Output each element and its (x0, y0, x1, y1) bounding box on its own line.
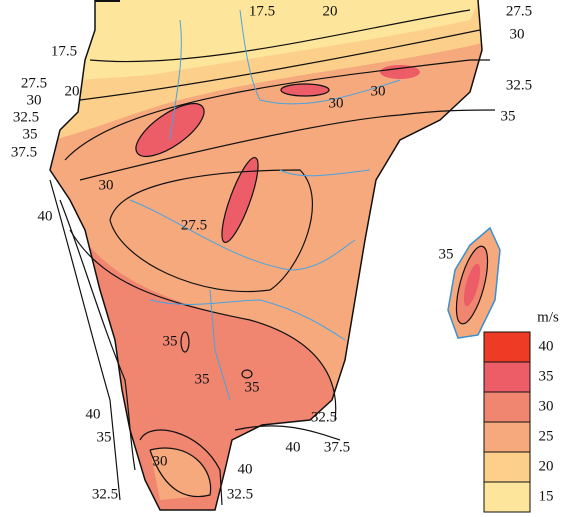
contour-label: 40 (38, 208, 53, 224)
contours (49, 9, 496, 506)
contour-label: 37.5 (11, 144, 37, 160)
legend-unit: m/s (537, 309, 559, 325)
coastline (49, 0, 501, 511)
rivers (129, 9, 401, 401)
contour-label: 30 (99, 177, 114, 193)
contour-label: 32.5 (92, 486, 118, 502)
contour-label: 27.5 (506, 3, 532, 19)
legend-swatch (483, 361, 531, 393)
legend-label: 15 (539, 488, 554, 504)
contour-label: 35 (501, 108, 516, 124)
contour-label: 32.5 (227, 486, 253, 502)
contour-label: 40 (86, 406, 101, 422)
contour-label: 30 (510, 26, 525, 42)
contour-label: 37.5 (324, 439, 350, 455)
contour-label: 35 (439, 246, 454, 262)
contour-label: 32.5 (506, 77, 532, 93)
contour-label: 35 (23, 126, 38, 142)
legend-swatch (483, 331, 531, 363)
legend-label: 30 (539, 398, 554, 414)
legend-swatch (483, 391, 531, 423)
contour-label: 30 (371, 83, 386, 99)
contour-label: 40 (238, 461, 253, 477)
legend-label: 25 (539, 428, 554, 444)
legend-swatch (483, 421, 531, 453)
contour-label: 35 (163, 333, 178, 349)
contour-label: 30 (27, 92, 42, 108)
legend-swatch (483, 481, 531, 513)
contour-label: 32.5 (311, 409, 337, 425)
contour-label: 27.5 (21, 75, 47, 91)
contour-label: 17.5 (51, 43, 77, 59)
contour-label: 27.5 (181, 217, 207, 233)
legend-label: 20 (539, 458, 554, 474)
contour-label: 35 (245, 379, 260, 395)
contour-label: 20 (323, 3, 338, 19)
contour-label: 17.5 (249, 3, 275, 19)
contour-label: 30 (329, 95, 344, 111)
legend-label: 40 (539, 338, 554, 354)
legend-label: 35 (539, 368, 554, 384)
contour-label: 35 (195, 371, 210, 387)
contour-label: 35 (97, 429, 112, 445)
contour-label: 32.5 (13, 109, 39, 125)
legend-swatch (483, 451, 531, 483)
contour-label: 30 (153, 453, 168, 469)
legend: m/s 40 35 30 25 20 15 (483, 309, 559, 513)
contour-label: 20 (65, 83, 80, 99)
contour-label: 40 (286, 439, 301, 455)
